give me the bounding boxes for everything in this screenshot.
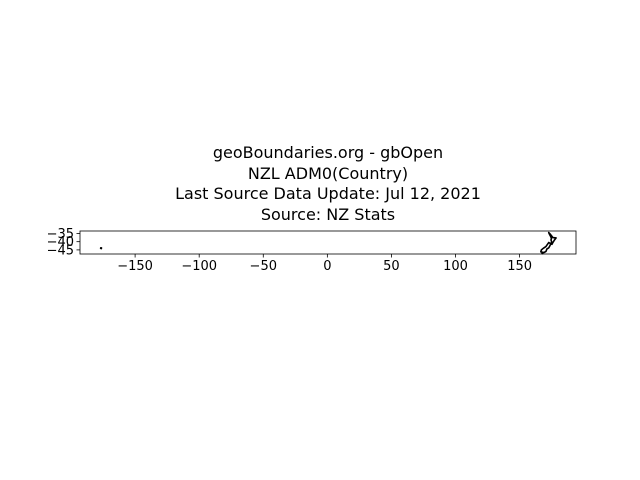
x-tick-label: −100 — [181, 259, 217, 274]
title-line-4: Source: NZ Stats — [260, 204, 396, 224]
map-title: geoBoundaries.org - gbOpen NZL ADM0(Coun… — [8, 143, 640, 225]
x-tick-label: −150 — [117, 259, 153, 274]
x-tick-label: 0 — [323, 259, 331, 274]
title-line-3: Last Source Data Update: Jul 12, 2021 — [175, 184, 481, 203]
x-tick-label: 50 — [383, 259, 400, 274]
x-axis: −150 −100 −50 0 50 100 150 — [117, 254, 532, 274]
boundary-feature-3 — [541, 251, 544, 255]
title-line-2: NZL ADM0(Country) — [247, 163, 409, 183]
boundary-feature-2 — [539, 241, 552, 254]
y-tick-label: −35 — [47, 227, 74, 242]
y-tick-label: −40 — [47, 235, 74, 250]
x-tick-label: 150 — [507, 259, 532, 274]
x-tick-label: −50 — [250, 259, 277, 274]
boundary-features — [99, 231, 557, 255]
axes-frame — [79, 230, 577, 255]
x-tick-label: 100 — [443, 259, 468, 274]
y-axis: −35−40−45 — [47, 227, 80, 258]
y-tick-label: −45 — [47, 243, 74, 258]
boundary-feature-4 — [99, 247, 103, 250]
title-line-1: geoBoundaries.org - gbOpen — [212, 143, 444, 162]
boundary-feature-1 — [547, 231, 557, 246]
